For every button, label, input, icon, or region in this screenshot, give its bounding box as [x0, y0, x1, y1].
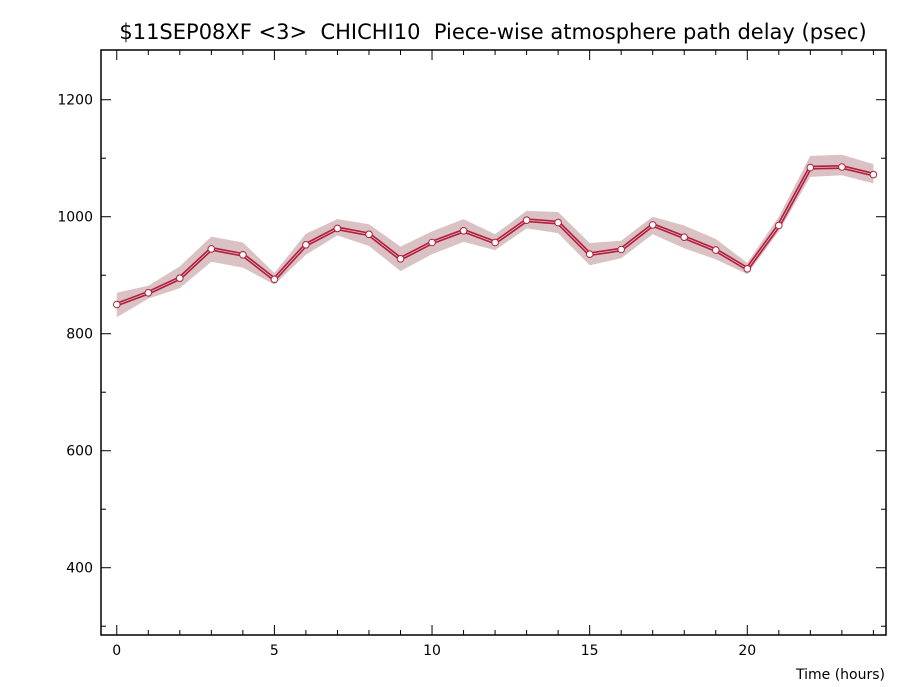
data-point — [207, 245, 216, 253]
x-tick-label: 0 — [112, 643, 121, 659]
data-point — [775, 221, 783, 230]
data-point — [302, 241, 310, 249]
x-axis-label: Time (hours) — [795, 667, 885, 683]
y-tick-label: 600 — [66, 444, 93, 460]
data-point — [680, 233, 689, 241]
y-tick-label: 1200 — [57, 93, 93, 109]
data-point — [113, 300, 121, 309]
data-point — [333, 224, 342, 233]
data-point — [365, 230, 373, 239]
y-tick-label: 1000 — [57, 210, 93, 226]
uncertainty-band-layer — [116, 154, 874, 318]
axes — [100, 49, 887, 636]
data-point-layer — [113, 163, 878, 309]
data-point — [491, 238, 499, 247]
data-point — [712, 246, 720, 254]
x-tick-label: 10 — [423, 643, 441, 659]
x-tick-label: 20 — [738, 643, 756, 659]
data-point — [239, 251, 247, 259]
data-point — [554, 218, 562, 227]
plot-frame — [100, 49, 887, 636]
data-point — [522, 216, 531, 224]
data-point — [144, 289, 153, 297]
y-tick-label: 400 — [66, 561, 93, 577]
x-tick-label: 15 — [581, 643, 599, 659]
data-point — [270, 275, 279, 284]
data-point — [838, 163, 846, 171]
data-point — [585, 250, 594, 258]
x-tick-label: 5 — [270, 643, 279, 659]
uncertainty-band — [116, 154, 874, 318]
data-point — [743, 265, 752, 273]
y-tick-label: 800 — [66, 327, 93, 343]
data-point — [869, 170, 878, 179]
data-point — [617, 245, 626, 254]
data-point — [459, 227, 468, 235]
chart-title: $11SEP08XF <3> CHICHI10 Piece-wise atmos… — [119, 20, 866, 44]
tick-marks — [101, 50, 886, 635]
data-point — [176, 274, 184, 283]
data-point — [428, 238, 436, 247]
data-point — [396, 254, 405, 263]
data-point — [806, 163, 815, 172]
data-point — [648, 221, 657, 229]
tick-labels: 0 5 10 15 20 400 600 800 1000 1200 — [57, 93, 756, 659]
